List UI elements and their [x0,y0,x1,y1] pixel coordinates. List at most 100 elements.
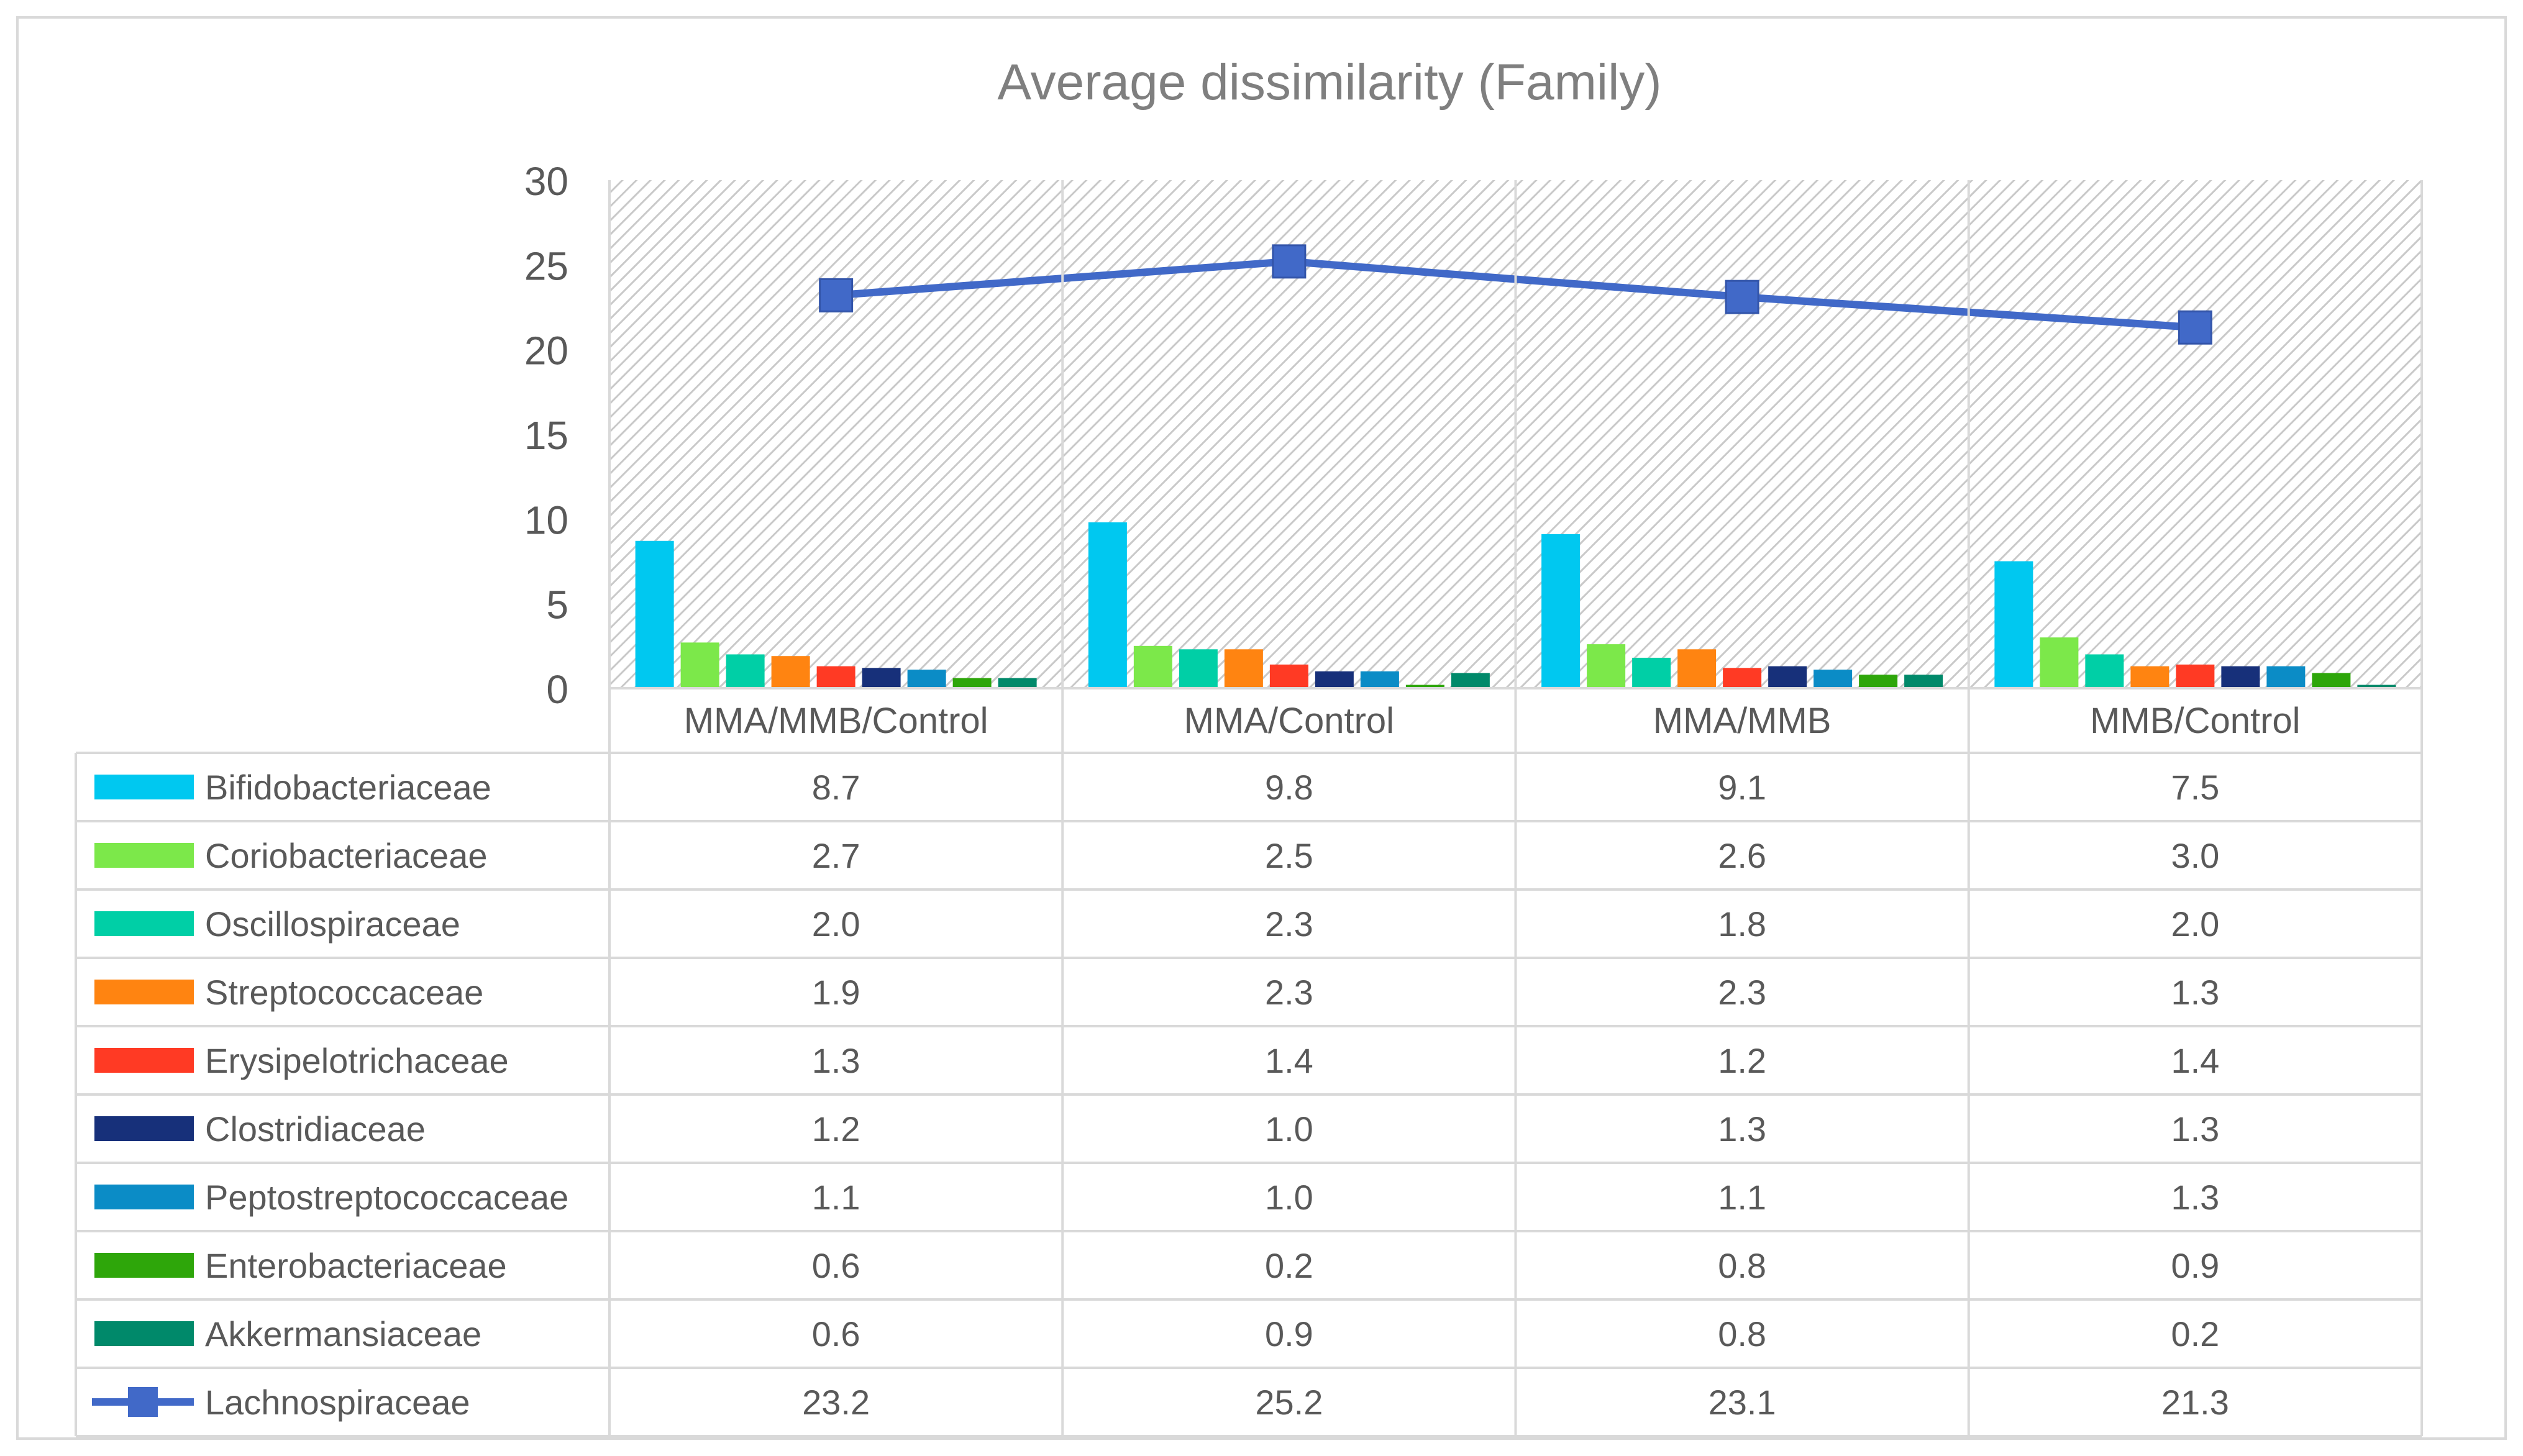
y-axis: 0 5 10 15 20 25 30 [524,159,568,712]
bar [2266,666,2306,688]
table-cell-value: 0.8 [1718,1246,1766,1285]
legend-key-marker [128,1387,158,1417]
table-cell-value: 1.0 [1265,1178,1313,1217]
line-marker [2178,310,2212,345]
legend-entry: Bifidobacteriaceae [205,768,491,807]
legend-key [94,1185,194,1209]
table-cell-value: 1.3 [1718,1109,1766,1149]
bar [1088,522,1127,688]
line-marker [1725,280,1759,314]
table-cell-value: 9.8 [1265,768,1313,807]
x-tick-label: MMB/Control [2090,701,2300,741]
table-cell-value: 1.1 [812,1178,860,1217]
legend-entry: Coriobacteriaceae [205,836,487,875]
bar [2085,654,2124,688]
legend-entry: Peptostreptococcaceae [205,1178,568,1217]
bar-marks [609,522,2422,689]
legend-entry: Enterobacteriaceae [205,1246,507,1285]
bar [1315,671,1354,688]
bar [635,540,674,688]
table-cell-value: 1.0 [1265,1109,1313,1149]
bar [816,666,855,688]
table-cell-value: 1.4 [1265,1041,1313,1080]
table-cell-value: 1.8 [1718,904,1766,944]
data-table: MMA/MMB/Control MMA/Control MMA/MMB MMB/Con… [75,180,2423,1437]
bar [1541,534,1581,688]
bar [998,678,1037,688]
table-cell-value: 1.3 [2171,973,2219,1012]
y-tick-label: 5 [546,583,568,627]
table-cell-value: 0.6 [812,1246,860,1285]
x-tick-label: MMA/MMB/Control [684,701,988,741]
table-cell-value: 1.3 [2171,1178,2219,1217]
table-cell-value: 0.9 [1265,1314,1313,1354]
bar [1723,668,1762,688]
bar [1587,644,1626,688]
bar [862,668,901,688]
table-cell-value: 21.3 [2161,1383,2229,1422]
bar [1451,673,1490,688]
table-cell-value: 1.2 [1718,1041,1766,1080]
table-cell-value: 1.3 [812,1041,860,1080]
y-tick-label: 20 [524,329,568,373]
x-tick-label: MMA/MMB [1653,701,1832,741]
bar [1768,666,1807,688]
bar [1814,670,1853,688]
bar [1269,664,1308,688]
table-cell-value: 0.8 [1718,1314,1766,1354]
table-cell-value: 1.1 [1718,1178,1766,1217]
legend-key [94,1321,194,1346]
bar [2040,637,2079,688]
bar [1133,645,1172,688]
bar [1859,675,1898,688]
bar [726,654,765,688]
table-cell-value: 1.4 [2171,1041,2219,1080]
table-cell-value: 1.9 [812,973,860,1012]
bar [1360,671,1399,688]
bar [1405,685,1444,688]
bar [1677,649,1717,688]
table-cell-value: 0.9 [2171,1246,2219,1285]
table-cell-value: 2.7 [812,836,860,875]
chart-title: Average dissimilarity (Family) [997,54,1661,111]
bar [680,642,719,688]
line-marker [1272,244,1307,279]
x-tick-label: MMA/Control [1184,701,1394,741]
legend-key [94,1116,194,1141]
bar [1632,657,1671,688]
table-cell-value: 8.7 [812,768,860,807]
table-cell-value: 2.3 [1718,973,1766,1012]
legend-entry: Oscillospiraceae [205,904,460,944]
legend-key [94,843,194,868]
bar [2312,673,2351,688]
y-tick-label: 10 [524,498,568,542]
bar [1224,649,1263,688]
bar [2130,666,2169,688]
table-cell-value: 2.5 [1265,836,1313,875]
table-cell-value: 3.0 [2171,836,2219,875]
bar [2176,664,2215,688]
legend-key [94,775,194,799]
legend-key [94,911,194,936]
table-cell-value: 1.3 [2171,1109,2219,1149]
bar [771,656,810,688]
bar [907,670,946,688]
table-cell-value: 7.5 [2171,768,2219,807]
line-marker [819,278,854,312]
bar [2221,666,2260,688]
bar [1179,649,1218,688]
bar [952,678,992,688]
legend-key [94,1048,194,1073]
table-cell-value: 9.1 [1718,768,1766,807]
table-cell-value: 1.2 [812,1109,860,1149]
y-tick-label: 30 [524,159,568,204]
table-cell-value: 2.6 [1718,836,1766,875]
y-tick-label: 25 [524,243,568,288]
table-cell-value: 23.2 [802,1383,870,1422]
legend-entry: Streptococcaceae [205,973,483,1012]
table-cell-value: 0.2 [2171,1314,2219,1354]
legend-entry: Lachnospiraceae [205,1383,470,1422]
table-cell-value: 0.6 [812,1314,860,1354]
table-cell-value: 23.1 [1709,1383,1776,1422]
